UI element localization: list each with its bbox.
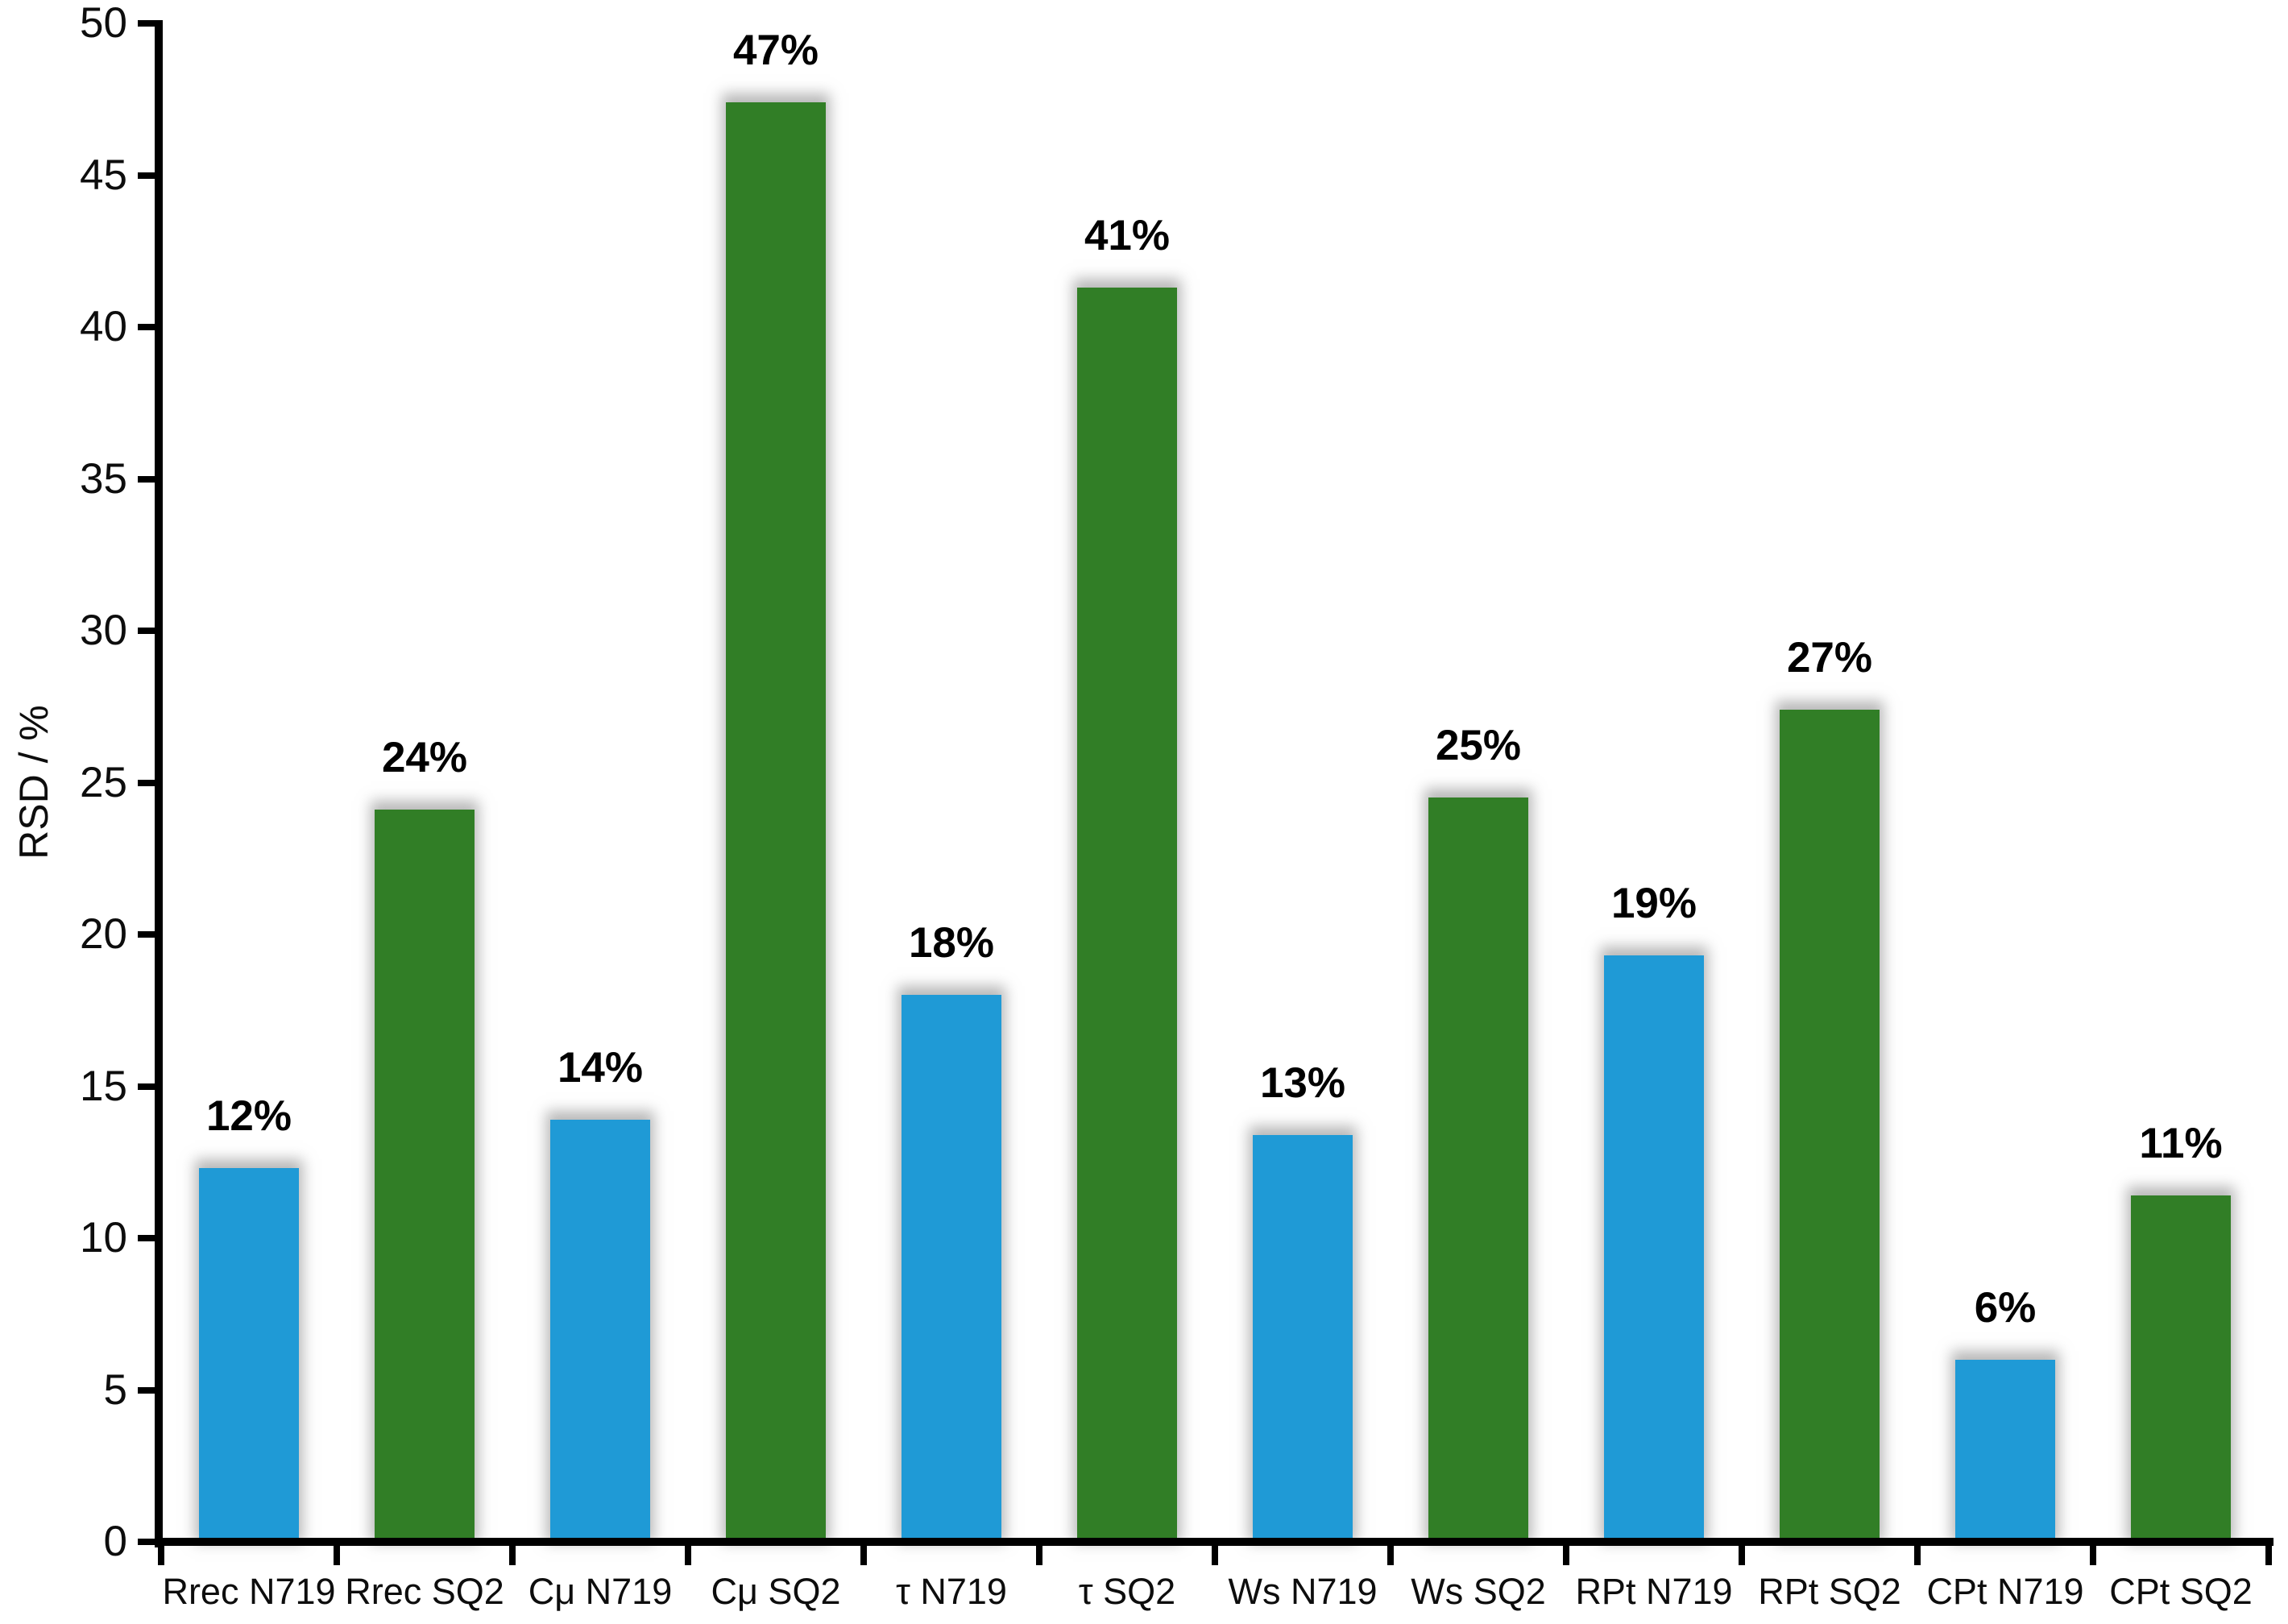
- x-category-label: τ N719: [896, 1571, 1007, 1612]
- x-category-label: CPt N719: [1926, 1571, 2084, 1612]
- x-category-label: Rrec N719: [162, 1571, 336, 1612]
- x-axis-tick: [1563, 1543, 1569, 1565]
- bar: [375, 810, 475, 1543]
- x-category-label: Cμ N719: [528, 1571, 673, 1612]
- bar: [1955, 1359, 2055, 1543]
- y-axis-tick: [138, 475, 163, 483]
- bar-value-label: 13%: [1259, 1058, 1346, 1107]
- bar: [1780, 710, 1880, 1543]
- x-axis-tick: [860, 1543, 867, 1565]
- y-tick-label: 15: [80, 1062, 127, 1110]
- x-axis-tick: [1914, 1543, 1921, 1565]
- bar-value-label: 41%: [1084, 211, 1171, 259]
- bar-value-label: 25%: [1435, 722, 1522, 770]
- x-axis-tick: [2265, 1543, 2272, 1565]
- y-axis-tick: [138, 172, 163, 179]
- x-category-label: τ SQ2: [1078, 1571, 1176, 1612]
- bar-value-label: 47%: [732, 27, 819, 75]
- y-axis-tick: [138, 779, 163, 786]
- y-axis-tick: [138, 1083, 163, 1090]
- y-tick-label: 50: [80, 0, 127, 47]
- bar-value-label: 24%: [381, 734, 468, 782]
- y-tick-label: 30: [80, 607, 127, 654]
- y-tick-label: 20: [80, 910, 127, 958]
- bar: [2131, 1195, 2231, 1543]
- bar: [902, 995, 1001, 1543]
- x-category-label: RPt N719: [1575, 1571, 1733, 1612]
- bar-value-label: 18%: [908, 919, 995, 967]
- y-tick-label: 40: [80, 303, 127, 350]
- y-tick-label: 45: [80, 151, 127, 199]
- y-axis-tick: [138, 1539, 163, 1545]
- bar-value-label: 12%: [205, 1092, 292, 1141]
- y-tick-label: 25: [80, 758, 127, 806]
- x-axis-tick: [1036, 1543, 1042, 1565]
- x-axis-tick: [1212, 1543, 1218, 1565]
- x-axis-tick: [509, 1543, 516, 1565]
- x-axis-tick: [2090, 1543, 2096, 1565]
- y-axis-tick: [138, 1386, 163, 1394]
- bar: [726, 102, 826, 1543]
- y-tick-label: 0: [103, 1518, 127, 1565]
- x-axis-tick: [685, 1543, 691, 1565]
- y-tick-label: 35: [80, 454, 127, 503]
- bar: [1428, 798, 1528, 1543]
- bar: [1604, 955, 1704, 1543]
- x-axis-line: [155, 1538, 2273, 1546]
- bar-value-label: 27%: [1786, 634, 1873, 682]
- x-category-label: Rrec SQ2: [345, 1571, 504, 1612]
- y-axis-tick: [138, 628, 163, 634]
- bar: [1253, 1134, 1353, 1543]
- bar: [1077, 287, 1177, 1543]
- x-axis-tick: [1739, 1543, 1745, 1565]
- bar-value-label: 19%: [1610, 880, 1697, 928]
- bar: [550, 1119, 650, 1543]
- y-axis-tick: [138, 1235, 163, 1241]
- y-axis-tick: [138, 20, 163, 27]
- bar-value-label: 14%: [557, 1043, 644, 1092]
- bar: [199, 1168, 299, 1543]
- bar-value-label: 11%: [2139, 1120, 2223, 1168]
- y-tick-label: 5: [103, 1365, 127, 1414]
- x-category-label: Cμ SQ2: [711, 1571, 841, 1612]
- x-category-label: RPt SQ2: [1758, 1571, 1901, 1612]
- y-axis-tick: [138, 324, 163, 330]
- x-axis-tick: [334, 1543, 340, 1565]
- y-axis-tick: [138, 931, 163, 938]
- bar-value-label: 6%: [1974, 1283, 2037, 1332]
- x-axis-tick: [1387, 1543, 1394, 1565]
- y-tick-label: 10: [80, 1214, 127, 1262]
- x-axis-tick: [158, 1543, 164, 1565]
- x-category-label: CPt SQ2: [2109, 1571, 2253, 1612]
- x-category-label: Ws SQ2: [1411, 1571, 1546, 1612]
- x-category-label: Ws N719: [1228, 1571, 1378, 1612]
